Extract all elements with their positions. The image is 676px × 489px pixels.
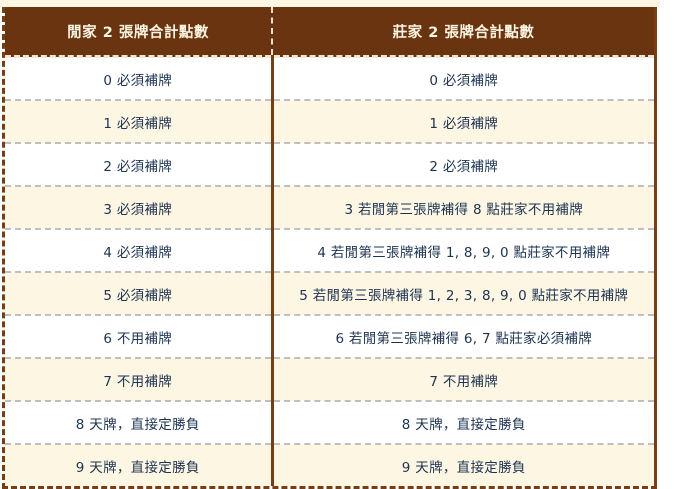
cell-player-total: 0 必須補牌: [5, 56, 274, 101]
table-header: 閒家 2 張牌合計點數 莊家 2 張牌合計點數: [5, 7, 654, 58]
cell-player-total: 2 必須補牌: [5, 143, 274, 187]
table-row: 5 必須補牌 5 若閒第三張牌補得 1, 2, 3, 8, 9, 0 點莊家不用…: [5, 272, 654, 316]
baccarat-rules-page: 閒家 2 張牌合計點數 莊家 2 張牌合計點數 0 必須補牌 0 必須補牌 1 …: [0, 0, 660, 489]
cell-banker-total: 3 若閒第三張牌補得 8 點莊家不用補牌: [272, 186, 654, 230]
top-decorative-strip: [0, 0, 660, 7]
table-row: 6 不用補牌 6 若閒第三張牌補得 6, 7 點莊家必須補牌: [5, 315, 654, 359]
column-header-banker: 莊家 2 張牌合計點數: [272, 7, 654, 58]
cell-player-total: 9 天牌，直接定勝負: [5, 444, 274, 486]
cell-banker-total: 1 必須補牌: [272, 100, 654, 144]
baccarat-drawing-rules-table: 閒家 2 張牌合計點數 莊家 2 張牌合計點數 0 必須補牌 0 必須補牌 1 …: [5, 7, 654, 486]
table-body: 0 必須補牌 0 必須補牌 1 必須補牌 1 必須補牌 2 必須補牌 2 必須補…: [5, 56, 654, 486]
cell-banker-total: 7 不用補牌: [272, 358, 654, 402]
cell-banker-total: 6 若閒第三張牌補得 6, 7 點莊家必須補牌: [272, 315, 654, 359]
table-row: 4 必須補牌 4 若閒第三張牌補得 1, 8, 9, 0 點莊家不用補牌: [5, 229, 654, 273]
cell-player-total: 3 必須補牌: [5, 186, 274, 230]
cell-player-total: 6 不用補牌: [5, 315, 274, 359]
cell-player-total: 1 必須補牌: [5, 100, 274, 144]
cell-banker-total: 9 天牌，直接定勝負: [272, 444, 654, 486]
cell-player-total: 4 必須補牌: [5, 229, 274, 273]
table-row: 1 必須補牌 1 必須補牌: [5, 100, 654, 144]
table-row: 7 不用補牌 7 不用補牌: [5, 358, 654, 402]
cell-player-total: 5 必須補牌: [5, 272, 274, 316]
cell-banker-total: 8 天牌，直接定勝負: [272, 401, 654, 445]
header-row: 閒家 2 張牌合計點數 莊家 2 張牌合計點數: [5, 7, 654, 58]
cell-player-total: 7 不用補牌: [5, 358, 274, 402]
table-row: 9 天牌，直接定勝負 9 天牌，直接定勝負: [5, 444, 654, 486]
table-row: 2 必須補牌 2 必須補牌: [5, 143, 654, 187]
cell-banker-total: 5 若閒第三張牌補得 1, 2, 3, 8, 9, 0 點莊家不用補牌: [272, 272, 654, 316]
cell-player-total: 8 天牌，直接定勝負: [5, 401, 274, 445]
cell-banker-total: 0 必須補牌: [272, 56, 654, 101]
cell-banker-total: 2 必須補牌: [272, 143, 654, 187]
table-row: 3 必須補牌 3 若閒第三張牌補得 8 點莊家不用補牌: [5, 186, 654, 230]
table-row: 8 天牌，直接定勝負 8 天牌，直接定勝負: [5, 401, 654, 445]
rules-table-container: 閒家 2 張牌合計點數 莊家 2 張牌合計點數 0 必須補牌 0 必須補牌 1 …: [2, 7, 657, 489]
table-row: 0 必須補牌 0 必須補牌: [5, 56, 654, 101]
column-header-player: 閒家 2 張牌合計點數: [5, 7, 273, 58]
cell-banker-total: 4 若閒第三張牌補得 1, 8, 9, 0 點莊家不用補牌: [272, 229, 654, 273]
